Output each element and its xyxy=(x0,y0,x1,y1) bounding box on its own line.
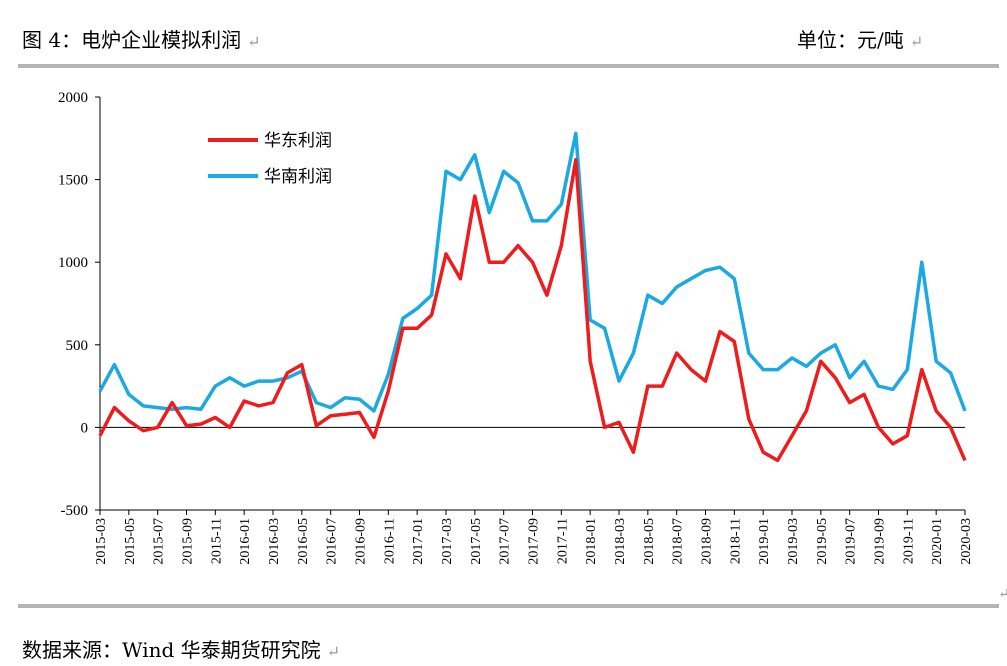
x-tick-label: 2016-07 xyxy=(325,518,340,565)
x-tick-label: 2019-09 xyxy=(873,518,888,565)
legend-label: 华南利润 xyxy=(264,167,332,186)
bottom-divider xyxy=(18,604,999,608)
x-tick-label: 2017-09 xyxy=(527,518,542,565)
x-tick-label: 2016-01 xyxy=(238,518,253,565)
series-line xyxy=(98,131,967,413)
return-mark-icon: ↵ xyxy=(909,32,924,51)
x-tick-label: 2017-03 xyxy=(440,518,455,565)
x-tick-label: 2018-05 xyxy=(642,518,657,565)
unit-label: 单位：元/吨 ↵ xyxy=(797,28,924,52)
x-tick-label: 2020-01 xyxy=(930,518,945,565)
y-tick-label: 500 xyxy=(66,338,89,354)
x-tick-label: 2019-01 xyxy=(757,518,772,565)
top-divider xyxy=(18,64,999,68)
source-note: 数据来源：Wind 华泰期货研究院 ↵ xyxy=(22,638,341,662)
x-tick-label: 2019-11 xyxy=(901,518,916,564)
return-mark-icon: ↵ xyxy=(247,32,261,51)
x-tick-label: 2019-05 xyxy=(815,518,830,565)
profit-line-chart: 2000 1500 1000 500 0 -500 2015-03 2015-05 2015-0… xyxy=(58,90,974,565)
x-tick-label: 2015-11 xyxy=(209,518,224,564)
chart-axes: 2000 1500 1000 500 0 -500 2015-03 2015-05 2015-0… xyxy=(58,90,974,565)
x-tick-label: 2015-09 xyxy=(181,518,196,565)
y-tick-label: 2000 xyxy=(58,90,88,106)
x-tick-label: 2017-07 xyxy=(498,518,513,565)
x-tick-label: 2018-09 xyxy=(700,518,715,565)
y-tick-label: 1000 xyxy=(58,255,88,271)
x-tick-label: 2016-09 xyxy=(354,518,369,565)
series-line xyxy=(98,158,967,463)
chart-series xyxy=(98,131,967,463)
x-tick-label: 2017-01 xyxy=(411,518,426,565)
x-tick-label: 2015-03 xyxy=(94,518,109,565)
y-tick-label: -500 xyxy=(61,503,89,519)
x-tick-label: 2019-07 xyxy=(844,518,859,565)
x-tick-label: 2016-03 xyxy=(267,518,282,565)
x-tick-label: 2018-03 xyxy=(613,518,628,565)
x-tick-label: 2017-11 xyxy=(555,518,570,564)
x-tick-label: 2015-07 xyxy=(152,518,167,565)
legend-label: 华东利润 xyxy=(264,131,332,150)
x-tick-label: 2015-05 xyxy=(123,518,138,565)
return-mark-icon: ↵ xyxy=(998,586,1007,602)
x-tick-label: 2018-11 xyxy=(728,518,743,564)
x-tick-label: 2018-01 xyxy=(584,518,599,565)
x-tick-label: 2017-05 xyxy=(469,518,484,565)
x-tick-label: 2020-03 xyxy=(959,518,974,565)
x-tick-label: 2016-05 xyxy=(296,518,311,565)
x-tick-label: 2018-07 xyxy=(671,518,686,565)
x-tick-label: 2019-03 xyxy=(786,518,801,565)
return-mark-icon: ↵ xyxy=(326,642,341,661)
y-tick-label: 1500 xyxy=(58,173,88,189)
y-tick-label: 0 xyxy=(81,420,89,436)
figure-title: 图 4：电炉企业模拟利润 ↵ xyxy=(22,28,261,52)
x-tick-label: 2016-11 xyxy=(382,518,397,564)
